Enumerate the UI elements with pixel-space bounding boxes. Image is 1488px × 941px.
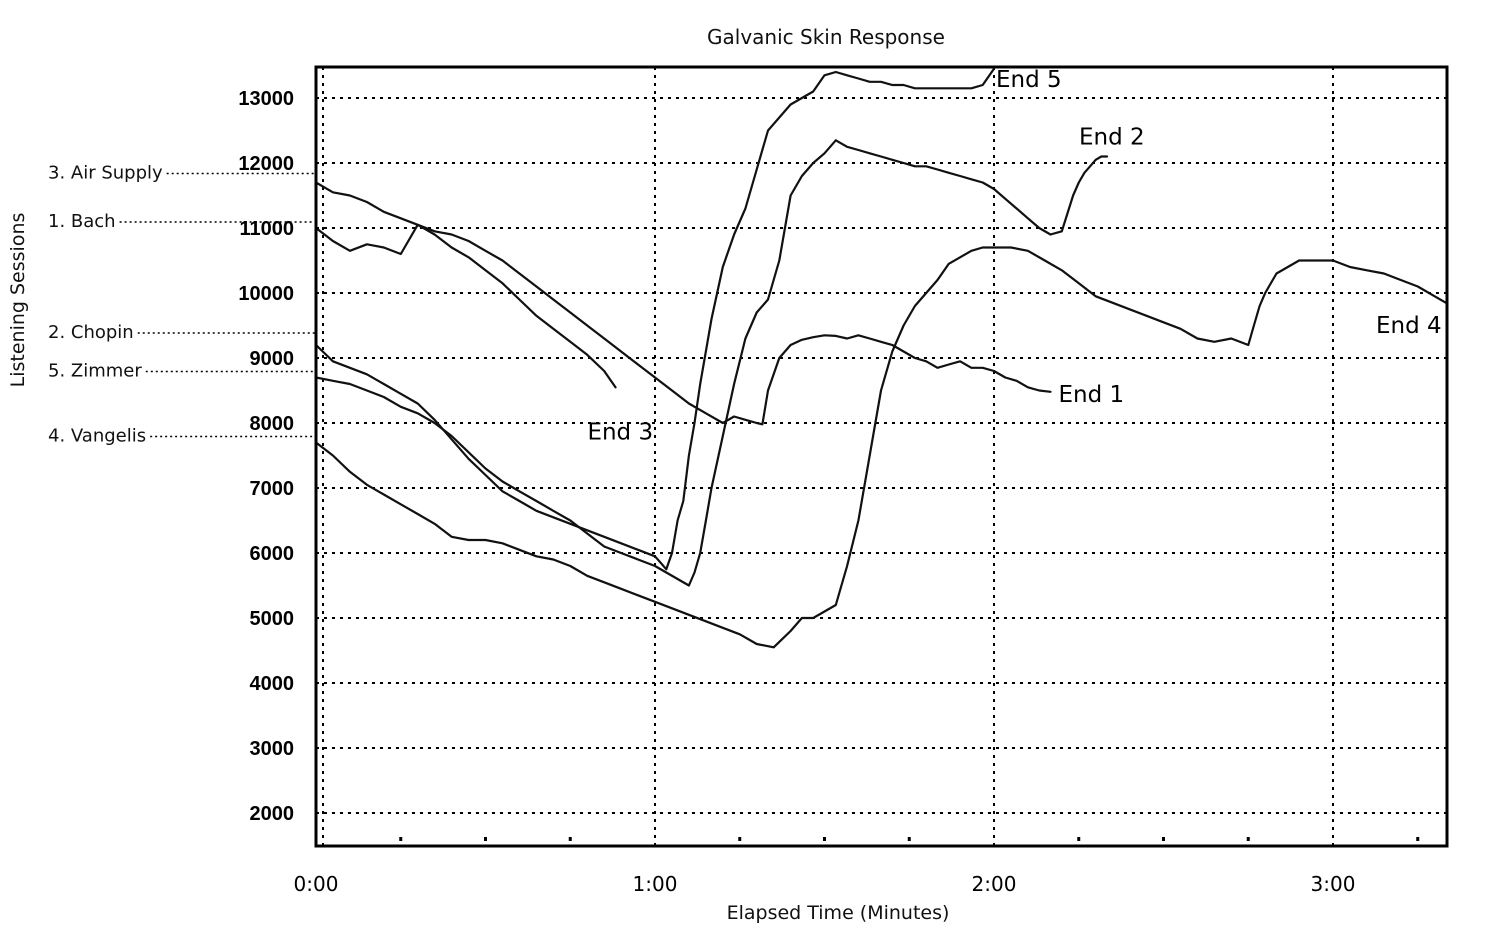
session-label-4: 5. Zimmer: [48, 361, 142, 382]
y-tick-label-8000: 8000: [250, 413, 295, 435]
x-tick-label-0: 0:00: [294, 872, 339, 896]
end-label-5: End 5: [996, 67, 1062, 93]
x-tick-label-180: 3:00: [1311, 872, 1356, 896]
y-tick-label-13000: 13000: [238, 88, 294, 110]
series-line-5: [314, 67, 996, 571]
y-tick-label-5000: 5000: [250, 608, 295, 630]
y-tick-label-12000: 12000: [238, 153, 294, 175]
grid: [315, 67, 1447, 846]
y-tick-label-7000: 7000: [250, 478, 295, 500]
y-tick-label-9000: 9000: [250, 348, 295, 370]
session-label-1: 3. Air Supply: [48, 163, 163, 184]
end-labels: End 1 End 2 End 3 End 4 End 5: [587, 67, 1441, 446]
chart-title: Galvanic Skin Response: [707, 25, 945, 49]
y-tick-label-6000: 6000: [250, 543, 295, 565]
x-tick-label-120: 2:00: [972, 872, 1017, 896]
y-tick-label-4000: 4000: [250, 673, 295, 695]
y-tick-label-11000: 11000: [239, 218, 294, 240]
y-tick-label-2000: 2000: [250, 803, 295, 825]
series-line-2: [314, 139, 1109, 587]
end-label-2: End 2: [1079, 125, 1145, 151]
minor-ticks: [399, 837, 1420, 841]
session-label-3: 2. Chopin: [48, 322, 134, 343]
plot-frame: [314, 65, 1449, 848]
x-tick-label-60: 1:00: [633, 872, 678, 896]
end-label-1: End 1: [1059, 382, 1125, 408]
session-label-2: 1. Bach: [48, 211, 116, 232]
y-tick-label-3000: 3000: [250, 738, 295, 760]
y-tick-labels: 2000 3000 4000 5000 6000 7000 8000 9000 10000 110…: [238, 88, 294, 825]
end-label-3: End 3: [587, 419, 653, 445]
session-labels: 3. Air Supply 1. Bach 2. Chopin 5. Zimmer 4.…: [48, 163, 316, 447]
x-axis-label: Elapsed Time (Minutes): [727, 902, 950, 924]
series-line-3: [314, 181, 617, 389]
series-line-1: [314, 223, 1052, 426]
series-line-4: [314, 246, 1448, 649]
session-label-5: 4. Vangelis: [48, 426, 146, 447]
end-label-4: End 4: [1376, 313, 1442, 339]
series-lines: [314, 67, 1448, 649]
y-tick-label-10000: 10000: [238, 283, 294, 305]
x-tick-labels: 0:00 1:00 2:00 3:00: [294, 872, 1356, 896]
y-axis-label: Listening Sessions: [7, 213, 29, 388]
